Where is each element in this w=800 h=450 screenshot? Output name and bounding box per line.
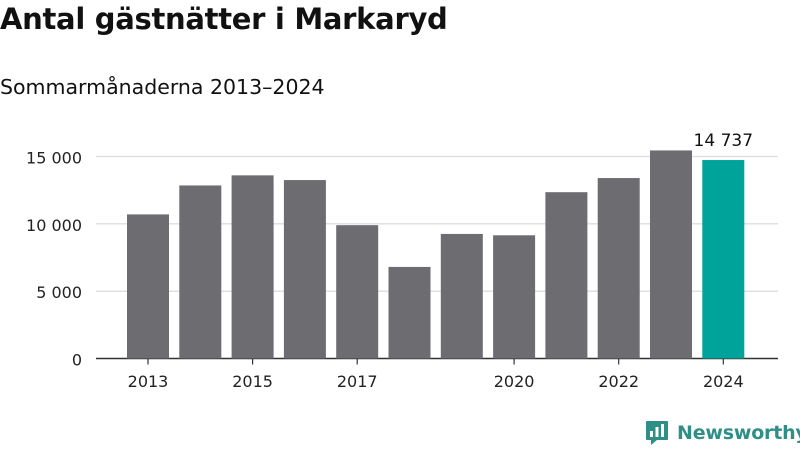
chart-subtitle: Sommarmånaderna 2013–2024 bbox=[0, 75, 325, 99]
bar bbox=[283, 180, 326, 359]
bar bbox=[597, 178, 640, 359]
bar bbox=[127, 214, 169, 359]
annotations: 14 737 bbox=[694, 131, 753, 151]
y-tick-label: 10 000 bbox=[26, 216, 82, 235]
y-tick-label: 15 000 bbox=[26, 149, 82, 168]
bar bbox=[702, 160, 745, 359]
y-tick-label: 0 bbox=[72, 351, 82, 370]
x-tick-label: 2024 bbox=[703, 372, 744, 391]
bar bbox=[179, 185, 222, 359]
x-axis-ticks: 2013 2015 2017 2020 2022 2024 bbox=[128, 358, 744, 391]
bar bbox=[231, 175, 274, 359]
bars bbox=[127, 150, 745, 359]
y-tick-label: 5 000 bbox=[36, 283, 82, 302]
bar bbox=[650, 150, 692, 359]
x-tick-label: 2017 bbox=[337, 372, 378, 391]
bar bbox=[493, 235, 536, 359]
bar bbox=[440, 233, 483, 359]
data-label: 14 737 bbox=[694, 131, 753, 151]
bar bbox=[388, 266, 431, 359]
x-tick-label: 2013 bbox=[128, 372, 169, 391]
x-tick-label: 2022 bbox=[598, 372, 639, 391]
x-tick-label: 2020 bbox=[494, 372, 535, 391]
x-tick-label: 2015 bbox=[232, 372, 273, 391]
brand-logo: Newsworthy bbox=[645, 420, 800, 446]
newsworthy-logo-icon bbox=[646, 421, 668, 445]
bar bbox=[336, 225, 379, 359]
y-axis-ticks: 0 5 000 10 000 15 000 bbox=[26, 149, 82, 370]
chart-title: Antal gästnätter i Markaryd bbox=[0, 2, 448, 36]
brand-name: Newsworthy bbox=[677, 422, 800, 444]
bar bbox=[545, 192, 588, 359]
